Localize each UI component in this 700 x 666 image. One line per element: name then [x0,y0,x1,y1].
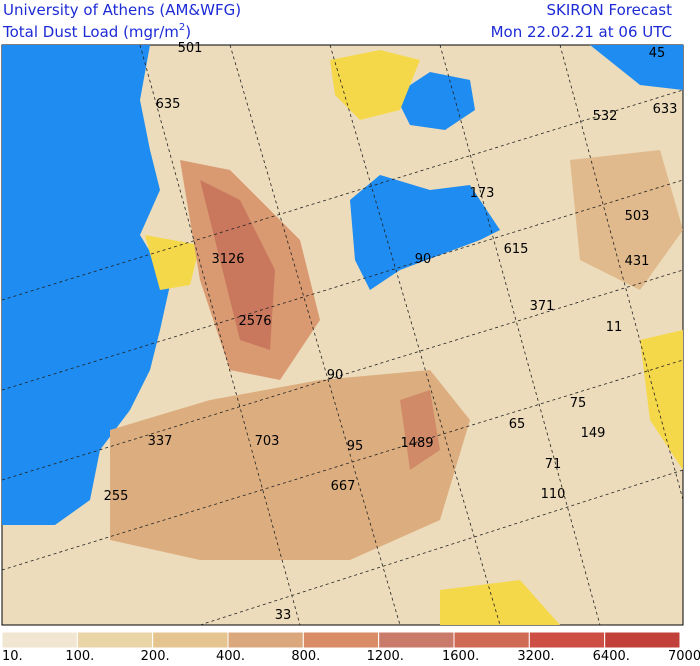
colorbar-segment [302,631,380,649]
map-labels: 501 45 635 532 633 173 503 3126 90 615 431 371 2576 1… [104,41,678,623]
colorbar-segment [1,631,78,649]
map-value: 1489 [400,436,433,451]
dust-free-zone [640,330,683,470]
colorbar-label: 10. [2,649,23,662]
colorbar-segment [604,631,681,649]
map-value: 3126 [211,252,244,267]
colorbar-segment [76,631,154,649]
map-value: 110 [541,487,566,502]
map-value: 371 [530,299,555,314]
colorbar-label: 3200. [517,649,554,662]
colorbar-segment [453,631,530,649]
colorbar-label: 100. [65,649,94,662]
graticule [1,44,684,626]
colorbar-segment [378,631,455,649]
map-value: 635 [156,97,181,112]
map [1,44,684,626]
institution: University of Athens (AM&WFG) [3,1,241,19]
dust-free-zone [330,50,420,120]
map-value: 71 [545,457,562,472]
colorbar-label: 1600. [442,649,479,662]
variable-end: ) [185,23,191,41]
colorbar: 10. 100. 200. 400. 800. 1200. 1600. 3200. 6400. 7… [1,631,700,664]
map-value: 615 [504,242,529,257]
colorbar-label: 1200. [367,649,404,662]
map-value: 173 [470,186,495,201]
product: SKIRON Forecast [547,1,673,19]
map-value: 703 [255,434,280,449]
variable-text: Total Dust Load (mgr/m [2,23,179,41]
map-value: 2576 [238,314,271,329]
atlantic [2,45,170,525]
map-value: 90 [327,368,344,383]
dust-free-zone [440,580,560,625]
map-value: 95 [347,439,364,454]
map-value: 149 [581,426,606,441]
map-value: 255 [104,489,129,504]
unit-power: 2 [179,22,185,33]
dust-plume [110,370,470,560]
colorbar-segment [227,631,304,649]
colorbar-label: 400. [216,649,245,662]
map-value: 65 [509,417,526,432]
dust-free-zone [145,235,200,290]
dust-core [200,180,275,350]
caspian [590,45,683,90]
colorbar-label: 7000. [668,649,700,662]
map-value: 90 [415,252,432,267]
map-value: 667 [331,479,356,494]
map-value: 532 [593,109,618,124]
mediterranean [350,175,500,290]
map-value: 75 [570,396,587,411]
map-value: 431 [625,254,650,269]
black-sea [395,72,475,130]
map-value: 503 [625,209,650,224]
map-value: 45 [649,46,666,61]
colorbar-label: 6400. [593,649,630,662]
map-value: 11 [606,320,623,335]
colorbar-segment [152,631,229,649]
map-value: 33 [275,608,292,623]
variable: Total Dust Load (mgr/m2) [2,22,191,41]
dust-core [400,390,440,470]
map-value: 501 [178,41,203,56]
map-value: 337 [148,434,173,449]
colorbar-label: 200. [141,649,170,662]
valid-time: Mon 22.02.21 at 06 UTC [491,23,672,41]
colorbar-label: 800. [291,649,320,662]
map-value: 633 [653,102,678,117]
colorbar-segment [528,631,606,649]
